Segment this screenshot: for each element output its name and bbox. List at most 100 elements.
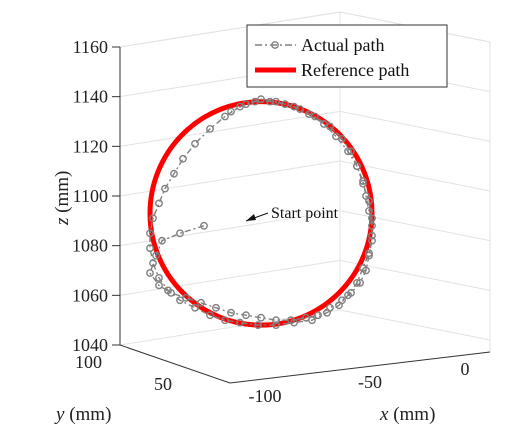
actual-path-point	[290, 102, 298, 111]
actual-path-point	[146, 229, 154, 238]
actual-path-point	[221, 316, 229, 325]
actual-path-point	[365, 197, 373, 205]
z-gridline	[119, 259, 341, 296]
actual-path-point	[305, 110, 313, 119]
actual-path-point	[155, 199, 163, 208]
actual-path-point	[212, 303, 220, 312]
actual-path-point	[332, 132, 340, 141]
actual-path-point	[146, 244, 154, 253]
x-tick-label: -50	[358, 372, 382, 392]
actual-path-point	[206, 124, 214, 133]
actual-path-point	[344, 291, 352, 300]
z-gridline-back	[339, 110, 491, 142]
actual-path-point	[281, 100, 289, 109]
grid	[119, 11, 491, 352]
actual-path-point	[368, 231, 376, 240]
actual-path-point	[149, 259, 157, 267]
z-gridline	[119, 110, 341, 147]
actual-path-point	[227, 308, 235, 317]
x-axis-label: x (mm)	[379, 404, 435, 425]
actual-path-point	[257, 95, 265, 104]
actual-path-point	[368, 221, 376, 230]
actual-path-point	[314, 311, 322, 320]
actual-path-point	[152, 251, 160, 260]
z-gridline	[119, 160, 341, 197]
legend-actual-marker	[271, 41, 279, 49]
actual-path-point	[197, 298, 205, 307]
actual-path-layer	[146, 95, 376, 329]
z-tick-label: 1160	[73, 37, 108, 57]
legend-box	[246, 24, 448, 88]
actual-path-point	[359, 177, 367, 186]
actual-path-point	[323, 308, 331, 317]
actual-path-point	[359, 264, 367, 272]
actual-path-point	[272, 316, 280, 325]
actual-path-point	[242, 311, 250, 320]
actual-path-point	[272, 97, 280, 106]
legend: Actual path Reference path	[246, 24, 448, 88]
actual-path-point	[320, 120, 328, 128]
z-gridline-back	[339, 309, 491, 341]
actual-path-point	[257, 313, 265, 322]
actual-path-point	[290, 318, 298, 327]
actual-path-point	[179, 154, 187, 163]
actual-path-point	[359, 179, 367, 188]
actual-path-point	[344, 147, 352, 156]
actual-path-point	[164, 286, 172, 295]
x-tick-label: -100	[249, 386, 282, 406]
actual-path-point	[365, 251, 373, 260]
annotation-text: Start point	[271, 205, 339, 222]
legend-actual-label: Actual path	[301, 35, 384, 55]
actual-path-point	[191, 139, 199, 148]
z-axis-label: z (mm)	[52, 171, 73, 226]
annotation-arrow-head	[246, 214, 256, 221]
actual-path-point	[254, 321, 262, 329]
actual-path-point	[353, 278, 361, 287]
y-tick-label: 50	[154, 374, 172, 394]
actual-path-point	[353, 162, 361, 171]
actual-path-point	[146, 269, 154, 277]
x-tick-label: 0	[461, 359, 470, 379]
actual-path-point	[335, 301, 343, 310]
z-tick-label: 1100	[73, 186, 108, 206]
actual-path-point	[356, 278, 364, 287]
actual-path-point	[365, 206, 373, 215]
z-gridline	[119, 210, 341, 247]
actual-path-point	[161, 184, 169, 193]
z-gridline-back	[339, 160, 491, 192]
z-tick-label: 1120	[73, 136, 108, 156]
start-point-annotation: Start point	[245, 205, 339, 222]
z-tick-label: 1080	[72, 236, 108, 256]
y-tick-label: 100	[75, 352, 102, 372]
actual-path-point	[155, 281, 163, 290]
z-gridline	[119, 11, 341, 48]
y-axis-label: y (mm)	[54, 404, 111, 425]
z-tick-label: 1040	[72, 335, 108, 355]
x-axis-line	[229, 351, 491, 384]
actual-path-point	[155, 273, 163, 282]
actual-path-point	[368, 214, 376, 223]
axes	[112, 46, 491, 384]
actual-path-point	[170, 169, 178, 178]
actual-path-point	[272, 321, 280, 329]
z-gridline-back	[339, 210, 491, 242]
actual-path-point	[149, 214, 157, 223]
actual-path-point	[158, 236, 166, 245]
actual-path-point	[308, 316, 316, 325]
actual-path-point	[365, 249, 373, 258]
actual-path-point	[176, 229, 184, 238]
actual-path-point	[236, 318, 244, 327]
actual-path-point	[176, 296, 184, 305]
actual-path-point	[206, 311, 214, 320]
actual-path-point	[227, 107, 235, 116]
actual-path-point	[347, 147, 355, 156]
z-tick-label: 1140	[73, 87, 108, 107]
actual-path-point	[200, 221, 208, 230]
z-tick-label: 1060	[72, 285, 108, 305]
actual-path-point	[221, 112, 229, 121]
actual-path-point	[191, 303, 199, 312]
actual-path-point	[368, 236, 376, 245]
y-axis-line	[119, 344, 231, 384]
